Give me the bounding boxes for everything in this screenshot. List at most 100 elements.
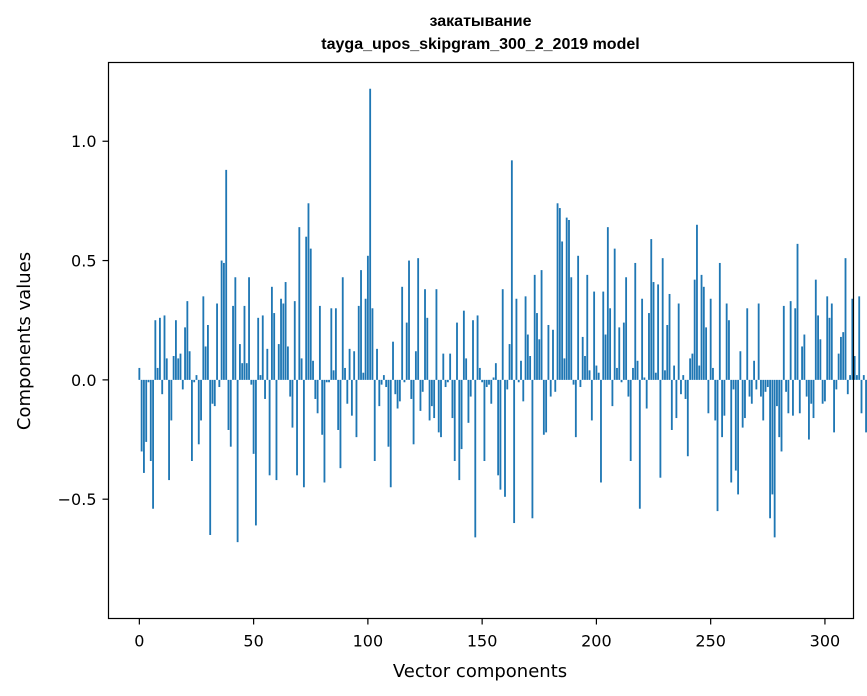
bar — [195, 375, 198, 380]
bar — [634, 262, 637, 380]
bar — [323, 379, 326, 483]
bar — [632, 367, 634, 380]
bar — [286, 346, 289, 380]
bar — [398, 379, 401, 402]
bar — [865, 379, 867, 433]
bar — [814, 279, 817, 380]
bar — [526, 334, 529, 380]
bar — [691, 353, 694, 380]
bar — [307, 203, 310, 380]
bar — [858, 296, 861, 380]
bar — [684, 379, 687, 399]
bar — [474, 379, 477, 538]
bar — [245, 363, 248, 380]
bar — [284, 282, 287, 380]
bar — [300, 358, 303, 380]
bar — [533, 274, 536, 380]
bar — [654, 372, 657, 380]
bar — [682, 375, 685, 380]
bar — [588, 370, 591, 380]
y-tick-label: 0.5 — [71, 252, 96, 271]
bar — [337, 379, 340, 430]
bar — [364, 298, 367, 380]
bar — [542, 379, 545, 435]
bar — [209, 379, 212, 535]
bar — [325, 379, 328, 383]
bar — [842, 332, 845, 380]
bar — [476, 315, 479, 380]
bar — [501, 289, 504, 380]
bar — [435, 289, 438, 380]
bar — [828, 317, 831, 380]
bar — [456, 322, 458, 380]
bar — [627, 379, 630, 397]
bar — [721, 379, 724, 438]
bar — [737, 379, 740, 495]
bar — [426, 317, 429, 380]
bar — [382, 375, 385, 380]
bar — [339, 379, 342, 469]
bar — [161, 379, 164, 395]
bar — [387, 379, 390, 447]
bar — [277, 344, 280, 380]
bar — [478, 367, 481, 380]
bar — [373, 379, 376, 461]
bar — [268, 379, 271, 476]
bar — [664, 370, 666, 380]
bar — [812, 379, 815, 419]
bar — [757, 303, 760, 380]
bar — [410, 379, 413, 399]
bar — [437, 379, 440, 433]
bar — [625, 277, 628, 380]
bar — [207, 324, 209, 380]
bar — [332, 370, 335, 380]
bar — [172, 356, 175, 380]
bar — [563, 358, 566, 380]
bar — [529, 356, 532, 380]
bar — [273, 313, 276, 380]
bar — [648, 313, 650, 380]
bar — [218, 379, 221, 388]
bar — [366, 255, 369, 380]
bar — [520, 360, 522, 380]
bar — [396, 379, 399, 409]
bar — [584, 356, 586, 380]
bar — [792, 379, 794, 416]
y-tick-label: 0.0 — [71, 371, 96, 390]
bar — [611, 379, 614, 407]
bar — [506, 379, 509, 390]
bar — [659, 379, 662, 478]
bar — [449, 353, 452, 380]
bar — [782, 305, 785, 380]
bar — [467, 379, 470, 423]
bar — [748, 379, 751, 397]
bar — [241, 363, 244, 380]
bar — [744, 379, 746, 419]
bar — [250, 379, 253, 385]
bar — [330, 308, 333, 380]
bar — [328, 379, 330, 383]
bar — [204, 346, 207, 380]
bar — [216, 303, 218, 380]
bar — [517, 379, 520, 383]
y-tick-label: −0.5 — [58, 490, 97, 509]
bar — [597, 372, 600, 380]
bar — [641, 298, 644, 380]
x-tick-label: 150 — [467, 632, 498, 651]
bar — [481, 379, 484, 383]
bar — [702, 286, 705, 380]
plot-frame — [107, 61, 855, 620]
y-tick-label: 1.0 — [71, 132, 96, 151]
bar — [213, 379, 216, 407]
bar — [629, 379, 632, 461]
y-axis: −0.5 0.0 0.5 1.0 — [58, 132, 109, 509]
bar — [440, 379, 442, 438]
bar — [725, 303, 728, 380]
bar — [430, 379, 433, 407]
bar — [577, 255, 580, 380]
x-tick-label: 200 — [581, 632, 612, 651]
bar — [140, 379, 143, 452]
bar — [248, 277, 250, 380]
bar — [360, 270, 362, 380]
